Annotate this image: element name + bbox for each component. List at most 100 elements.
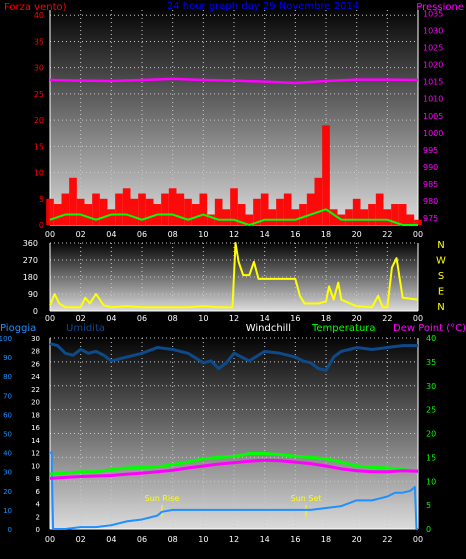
- wind-axis-tick-label: 40: [34, 11, 44, 20]
- panel-2-x-tick-label: 22: [382, 535, 392, 544]
- wind-speed-bar: [214, 198, 223, 225]
- direction-axis-tick-label: 180: [23, 273, 38, 282]
- wind-speed-bar: [260, 193, 269, 225]
- wind-speed-bar: [76, 198, 85, 225]
- legend-label: Umidita: [66, 323, 105, 334]
- panel-0-x-tick-label: 18: [321, 230, 331, 239]
- panel-0-x-tick-label: 00: [413, 230, 423, 239]
- panel-1-x-tick-label: 00: [45, 314, 55, 323]
- panel-2-x-tick-label: 12: [229, 535, 239, 544]
- panel-0-x-tick-label: 02: [76, 230, 86, 239]
- humidity-axis-tick-label: 6: [36, 488, 41, 496]
- wind-speed-bar: [107, 209, 116, 225]
- panel-2-x-tick-label: 08: [168, 535, 178, 544]
- rain-axis-tick-label: 100: [0, 335, 12, 343]
- wind-axis-tick-label: 35: [34, 37, 44, 46]
- wind-axis-tick-label: 5: [39, 195, 44, 204]
- cardinal-label: N: [437, 240, 444, 251]
- wind-speed-bar: [161, 193, 169, 225]
- wind-speed-bar: [130, 198, 139, 225]
- humidity-axis-tick-label: 26: [31, 360, 40, 368]
- wind-speed-bar: [46, 198, 54, 225]
- wind-speed-bar: [299, 204, 307, 225]
- dewpoint-line: [49, 458, 419, 480]
- rain-axis-tick-label: 40: [3, 450, 12, 458]
- rain-axis-tick-label: 10: [3, 507, 12, 515]
- wind-speed-bar: [245, 214, 254, 225]
- panel-0-x-tick-label: 00: [45, 230, 55, 239]
- humidity-axis-tick-label: 30: [31, 335, 40, 343]
- wind-speed-bar: [352, 198, 361, 225]
- sun-annotation-label: Sun Rise: [145, 494, 180, 503]
- legend-label: Dew Point (°C): [393, 323, 466, 334]
- humidity-axis-tick-label: 4: [36, 501, 41, 509]
- direction-axis-tick-label: 270: [23, 256, 38, 265]
- panel-0-x-tick-label: 06: [137, 230, 147, 239]
- wind-speed-bar: [406, 214, 415, 225]
- temperature-axis-tick-label: 15: [426, 453, 436, 462]
- rain-axis-tick-label: 80: [3, 373, 12, 381]
- direction-axis-tick-label: 0: [33, 307, 38, 316]
- wind-speed-bar: [360, 209, 369, 225]
- panel-2-x-tick-label: 00: [413, 535, 423, 544]
- panel-1-x-tick-label: 16: [290, 314, 300, 323]
- legend-label: Temperatura: [311, 323, 376, 334]
- pressure-axis-title: Pressione: [416, 2, 464, 13]
- wind-speed-bar: [329, 209, 338, 225]
- humidity-axis-tick-label: 2: [36, 513, 40, 521]
- direction-axis-tick-label: 360: [23, 239, 38, 248]
- panel-0-x-tick-label: 20: [352, 230, 362, 239]
- cardinal-label: N: [437, 302, 444, 313]
- wind-axis-title: Forza vento): [4, 2, 67, 13]
- rain-axis-tick-label: 0: [8, 526, 12, 534]
- wind-speed-bar: [375, 193, 384, 225]
- panel-1-x-tick-label: 04: [106, 314, 116, 323]
- panel-1-x-tick-label: 20: [352, 314, 362, 323]
- panel-1-x-tick-label: 22: [382, 314, 392, 323]
- pressure-axis-tick-label: 1030: [423, 26, 443, 35]
- panel-2-x-tick-label: 14: [260, 535, 270, 544]
- wind-axis-tick-label: 10: [34, 169, 44, 178]
- wind-speed-bar: [368, 204, 376, 225]
- panel-1-x-tick-label: 10: [198, 314, 208, 323]
- rain-axis-tick-label: 90: [3, 354, 12, 362]
- humidity-axis-tick-label: 22: [31, 386, 40, 394]
- humidity-axis-tick-label: 18: [31, 411, 40, 419]
- pressure-axis-tick-label: 1035: [423, 9, 443, 18]
- panel-2-x-tick-label: 10: [198, 535, 208, 544]
- rain-axis-tick-label: 60: [3, 411, 12, 419]
- wind-direction-line: [49, 242, 419, 309]
- wind-speed-bar: [306, 193, 315, 225]
- legend-label: Pioggia: [0, 323, 36, 334]
- wind-speed-bar: [84, 204, 93, 225]
- panel-1-x-tick-label: 06: [137, 314, 147, 323]
- rain-axis-tick-label: 30: [3, 469, 12, 477]
- wind-speed-bar: [199, 193, 208, 225]
- wind-speed-bar: [207, 214, 215, 225]
- panel-0-x-tick-label: 14: [260, 230, 270, 239]
- wind-speed-bar: [283, 193, 292, 225]
- panel-1-x-tick-label: 02: [76, 314, 86, 323]
- humidity-axis-tick-label: 14: [31, 437, 40, 445]
- pressure-axis-tick-label: 975: [423, 214, 438, 223]
- wind-speed-bar: [391, 204, 399, 225]
- wind-speed-bar: [268, 209, 277, 225]
- humidity-axis-tick-label: 20: [31, 399, 40, 407]
- wind-speed-bar: [414, 219, 422, 225]
- wind-speed-bar: [230, 188, 238, 225]
- temperature-axis-tick-label: 0: [426, 525, 431, 534]
- temperature-axis-tick-label: 25: [426, 406, 436, 415]
- cardinal-label: E: [438, 287, 444, 298]
- temperature-axis-tick-label: 40: [426, 334, 436, 343]
- temperature-axis-tick-label: 35: [426, 358, 436, 367]
- wind-speed-bar: [168, 188, 177, 225]
- wind-axis-tick-label: 25: [34, 90, 44, 99]
- wind-speed-bar: [291, 209, 300, 225]
- pressure-axis-tick-label: 1005: [423, 112, 443, 121]
- wind-speed-bar: [99, 198, 108, 225]
- panel-0-x-tick-label: 04: [106, 230, 116, 239]
- wind-speed-bar: [61, 193, 70, 225]
- wind-speed-bar: [145, 198, 154, 225]
- temperature-line: [49, 452, 419, 476]
